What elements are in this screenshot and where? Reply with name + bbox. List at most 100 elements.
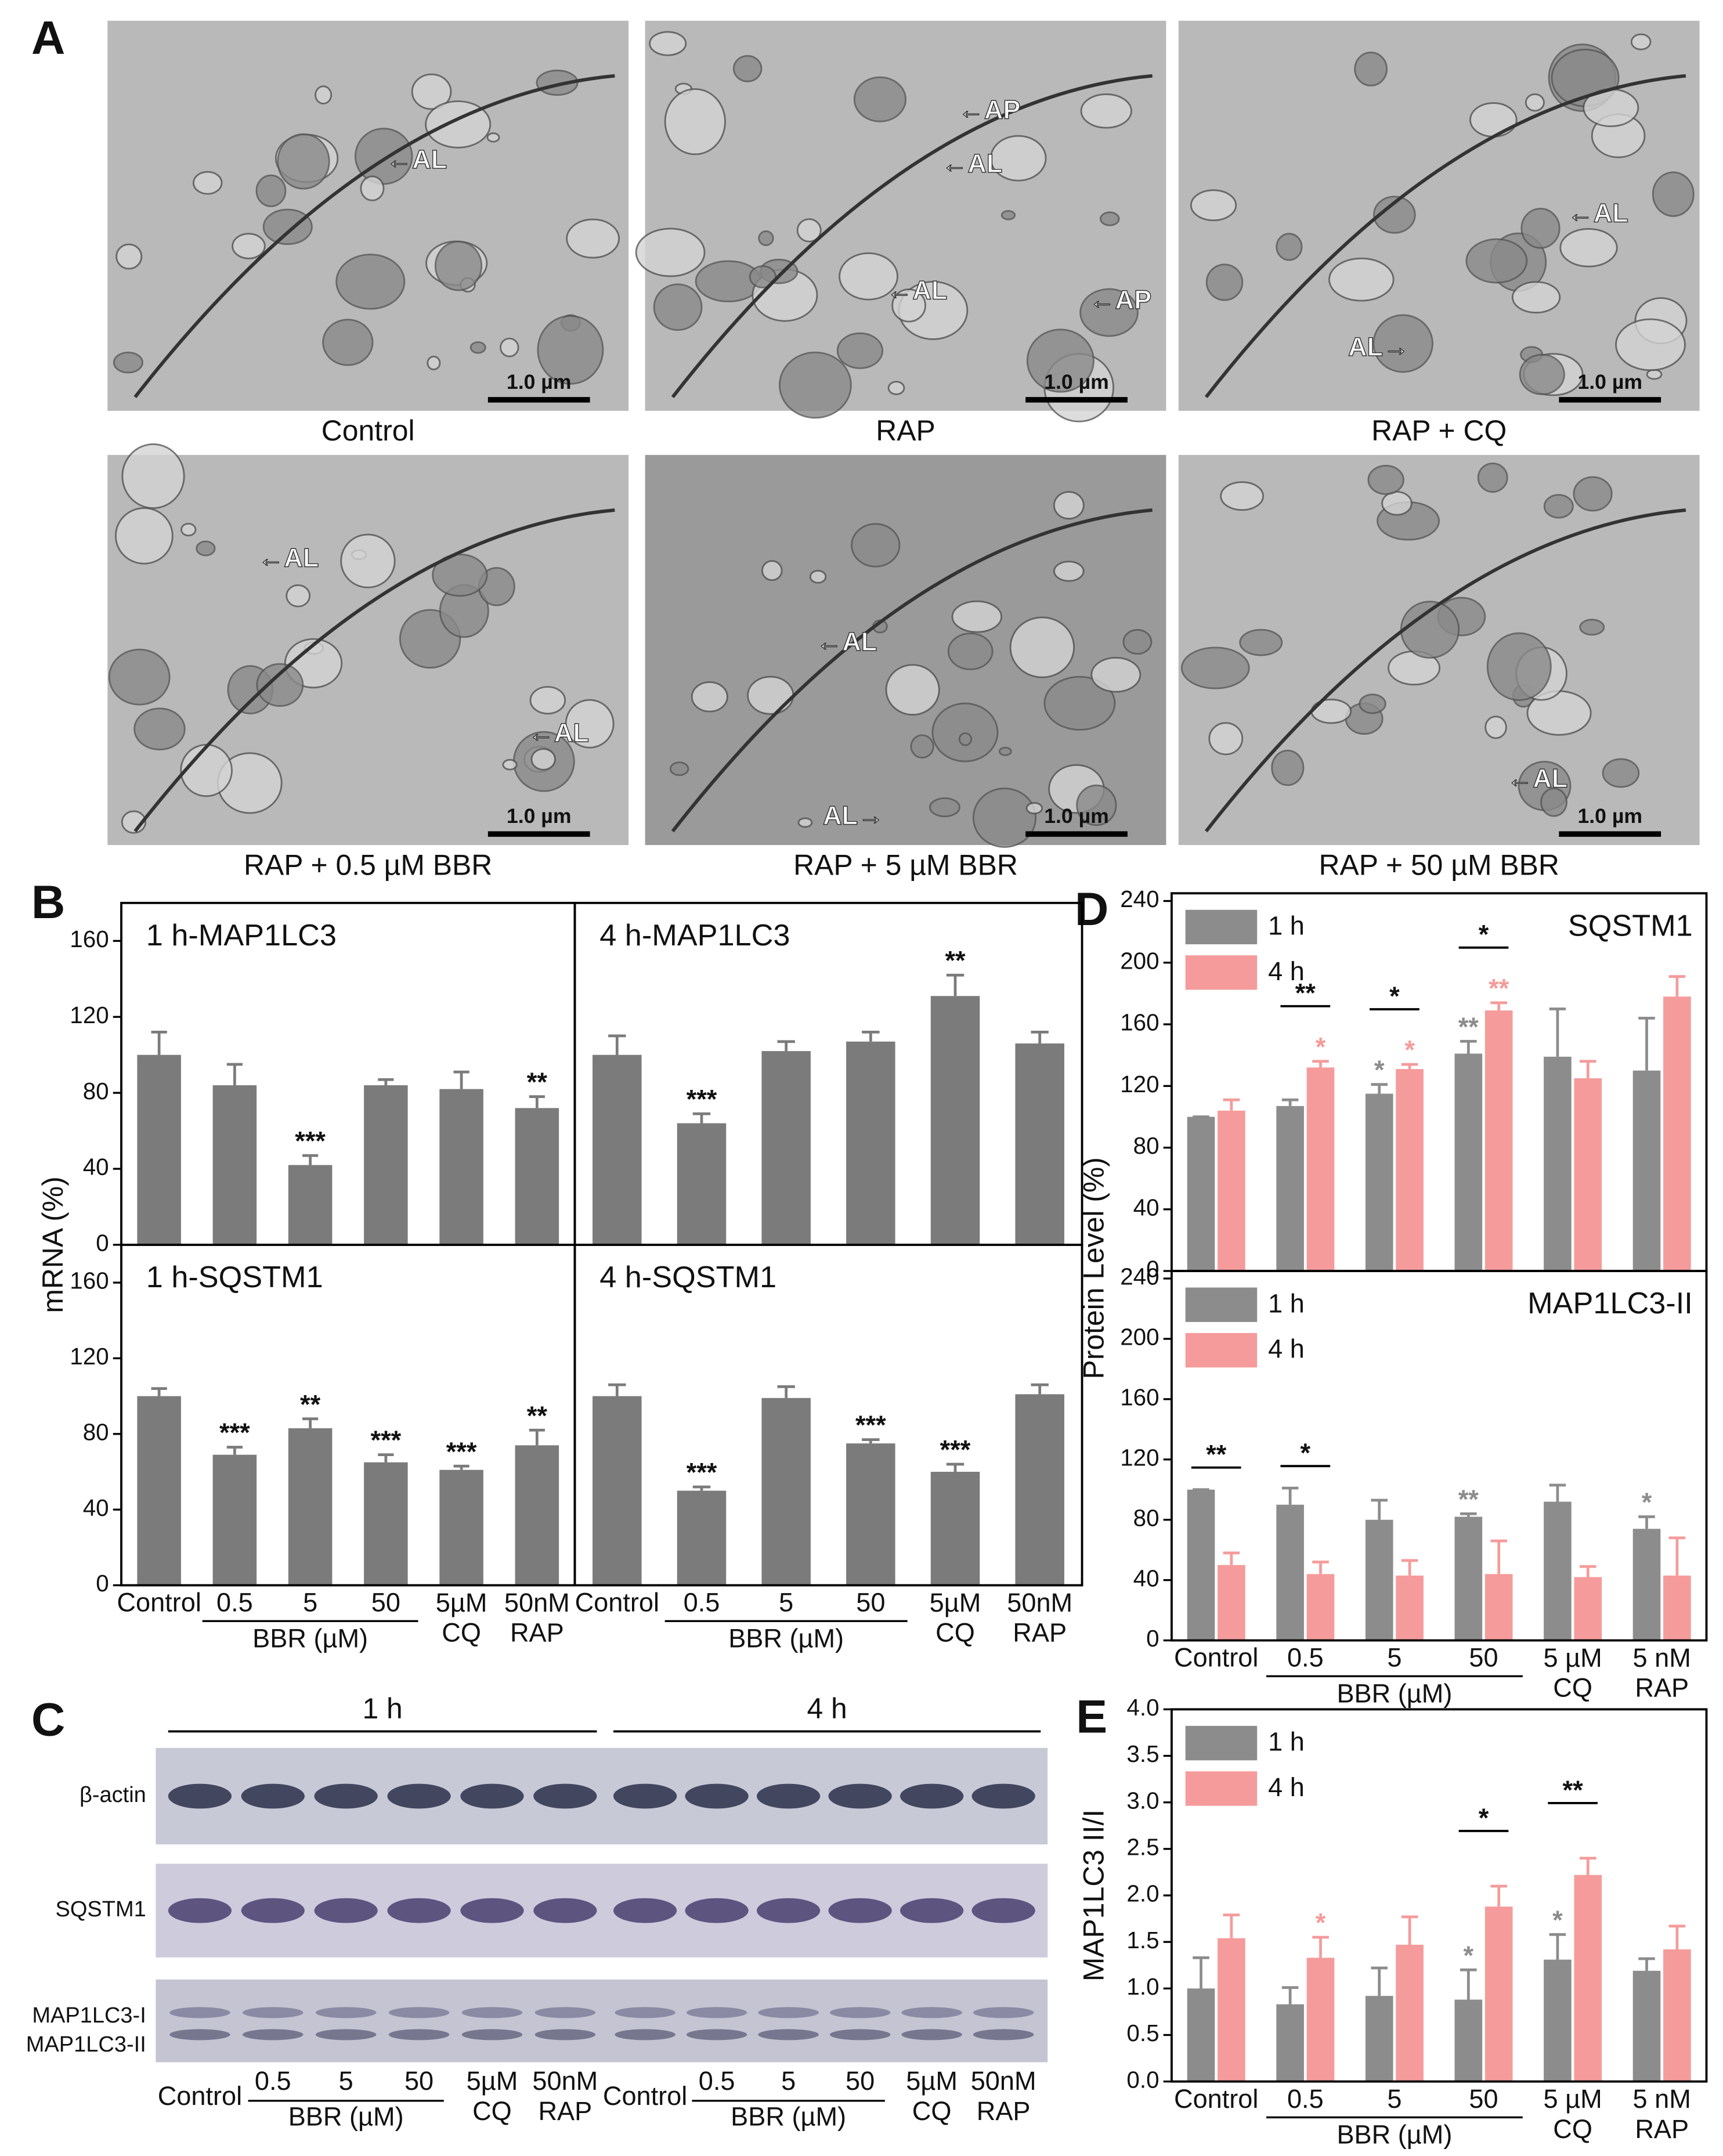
bar — [1484, 1010, 1513, 1272]
organelle — [486, 132, 500, 143]
y-axis-label: mRNA (%) — [37, 1176, 69, 1313]
blot-band — [685, 1783, 749, 1809]
bar — [1484, 1574, 1513, 1641]
organelle — [1053, 491, 1085, 520]
blot-band — [243, 2029, 304, 2041]
blot-band — [168, 1898, 232, 1923]
bar — [515, 1445, 559, 1586]
plot-frame — [1171, 1708, 1708, 2083]
group-label: BBR (µM) — [1337, 1679, 1452, 1709]
y-tick-label: 120 — [70, 1343, 109, 1370]
significance: ** — [945, 946, 966, 976]
bar — [1454, 1053, 1483, 1272]
legend-label: 1 h — [1268, 911, 1305, 941]
bracket-label: * — [1301, 1438, 1311, 1468]
organelle-marker: AL→ — [1348, 332, 1409, 362]
organelle — [1525, 93, 1545, 112]
significance: * — [1464, 1941, 1474, 1970]
legend-swatch — [1185, 955, 1258, 990]
scale-bar-label: 1.0 µm — [507, 370, 572, 393]
organelle — [432, 554, 488, 597]
y-tick-label: 120 — [1120, 1071, 1159, 1097]
organelle — [1276, 233, 1303, 261]
organelle — [1043, 676, 1116, 731]
significance: ** — [300, 1389, 321, 1419]
legend-swatch — [1185, 909, 1258, 945]
blot-band — [388, 2029, 450, 2041]
x-tick-label: Control — [575, 1588, 659, 1617]
organelle — [1652, 171, 1695, 217]
bar — [1663, 996, 1691, 1272]
bar — [1276, 2004, 1304, 2082]
bar — [1218, 1938, 1245, 2082]
organelle-marker: ←AP — [958, 95, 1021, 124]
legend-label: 4 h — [1268, 956, 1305, 986]
blot-row-label: β-actin — [80, 1783, 146, 1807]
time-label: 4 h — [807, 1692, 847, 1725]
blot-band — [758, 2007, 819, 2018]
organelle — [1190, 189, 1237, 222]
significance: ** — [527, 1401, 548, 1431]
bar — [364, 1462, 408, 1586]
bar — [1574, 1078, 1602, 1272]
y-tick-label: 240 — [1120, 886, 1159, 912]
organelle — [972, 788, 1037, 848]
lane-label: 0.5 — [699, 2066, 735, 2096]
organelle-marker: ←AL — [528, 718, 589, 747]
significance: * — [1374, 1055, 1385, 1085]
y-tick-label: 1.0 — [1126, 1973, 1159, 2000]
significance: *** — [940, 1435, 971, 1465]
x-tick-label: 5 — [779, 1588, 793, 1617]
x-tick-label: 0.5 — [1287, 2084, 1324, 2114]
bar — [1544, 1959, 1572, 2082]
blot-band — [685, 1898, 749, 1923]
legend-swatch — [1185, 1771, 1258, 1806]
blot-band — [243, 2007, 304, 2018]
blot-band — [534, 2007, 596, 2018]
blot-band — [460, 1898, 524, 1923]
significance: ** — [527, 1067, 548, 1097]
blot-band — [973, 2007, 1034, 2018]
organelle — [1486, 632, 1552, 701]
bar — [1015, 1043, 1064, 1245]
blot-band — [828, 1783, 892, 1809]
bar — [1218, 1565, 1245, 1641]
blot-band — [758, 2029, 819, 2041]
significance: * — [1316, 1908, 1326, 1938]
bar — [1632, 1529, 1661, 1641]
organelle — [1328, 257, 1395, 302]
blot-band — [615, 2029, 676, 2041]
group-label: BBR (µM) — [288, 2102, 404, 2132]
x-tick-label: 5 µM CQ — [1544, 2084, 1602, 2144]
organelle — [664, 88, 726, 156]
bar — [593, 1054, 642, 1245]
organelle — [434, 240, 483, 291]
organelle — [649, 31, 687, 56]
organelle — [108, 648, 171, 706]
group-label: BBR (µM) — [731, 2102, 846, 2132]
organelle — [851, 523, 901, 568]
organelle — [502, 759, 518, 771]
organelle — [315, 85, 333, 104]
organelle — [797, 817, 813, 828]
organelle — [565, 699, 615, 749]
organelle — [232, 233, 266, 259]
y-tick-label: 80 — [1133, 1504, 1159, 1531]
organelle-marker: ←AP — [1089, 285, 1151, 315]
bar — [1015, 1394, 1064, 1586]
bar — [1663, 1949, 1691, 2082]
organelle-marker: AL→ — [823, 801, 884, 830]
organelle — [1026, 328, 1095, 393]
organelle — [1602, 758, 1640, 788]
blot-band — [388, 2007, 450, 2018]
legend-label: 1 h — [1268, 1727, 1305, 1757]
blot-band — [314, 1898, 378, 1923]
blot-band — [828, 1898, 892, 1923]
organelle — [839, 252, 898, 301]
legend-label: 4 h — [1268, 1772, 1305, 1802]
bar — [1306, 1574, 1335, 1641]
organelle — [809, 569, 827, 584]
group-label: BBR (µM) — [252, 1624, 368, 1653]
organelle — [196, 540, 216, 557]
